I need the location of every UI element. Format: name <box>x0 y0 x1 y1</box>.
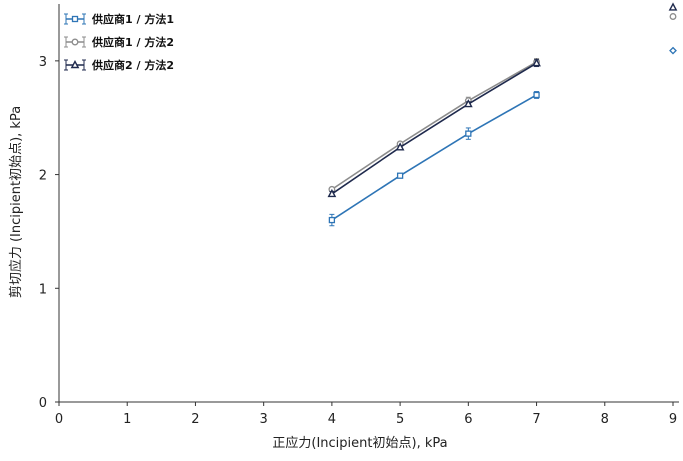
legend-item: 供应商1 / 方法1 <box>64 12 174 26</box>
legend-marker <box>71 38 79 46</box>
axes: 0 1 2 3 4 5 6 7 8 9 0 1 2 3 <box>39 4 679 427</box>
legend-item: 供应商1 / 方法2 <box>64 35 174 49</box>
data-point <box>396 172 404 179</box>
x-tick-label: 9 <box>669 412 677 427</box>
series-line <box>331 94 537 221</box>
x-tick-label: 7 <box>532 412 540 427</box>
series-2 <box>328 13 677 193</box>
legend-label: 供应商1 / 方法1 <box>91 12 174 26</box>
legend-label: 供应商2 / 方法2 <box>91 58 174 72</box>
legend-marker <box>71 15 79 23</box>
y-axis-title: 剪切应力 (Incipient初始点), kPa <box>8 106 24 298</box>
x-tick-label: 1 <box>123 412 131 427</box>
series-line <box>331 62 537 195</box>
legend: 供应商1 / 方法1 供应商1 / 方法2 供应商2 / 方法2 <box>64 12 174 72</box>
data-point <box>465 130 472 137</box>
series-1 <box>328 46 677 227</box>
series-3 <box>327 2 678 198</box>
x-tick-label: 6 <box>464 412 472 427</box>
x-axis-title: 正应力(Incipient初始点), kPa <box>272 435 447 451</box>
outlier-point <box>668 2 678 11</box>
x-tick-label: 3 <box>260 412 268 427</box>
y-tick-label: 1 <box>39 282 47 297</box>
y-tick-label: 2 <box>39 169 47 184</box>
data-point <box>328 216 336 224</box>
data-point <box>327 188 337 198</box>
series-line <box>331 61 537 191</box>
x-tick-label: 0 <box>55 412 63 427</box>
series-layer <box>327 2 678 227</box>
data-point <box>463 99 473 108</box>
legend-item: 供应商2 / 方法2 <box>64 58 174 72</box>
x-tick-label: 8 <box>601 412 609 427</box>
y-tick-label: 3 <box>39 55 47 70</box>
data-point <box>532 58 541 67</box>
data-point <box>395 142 405 151</box>
outlier-point <box>669 13 677 20</box>
outlier-point <box>669 46 677 55</box>
x-tick-label: 4 <box>328 412 336 427</box>
y-tick-label: 0 <box>39 396 47 411</box>
legend-marker <box>70 60 80 69</box>
legend-label: 供应商1 / 方法2 <box>91 35 174 49</box>
x-tick-label: 2 <box>191 412 199 427</box>
data-point <box>533 91 540 99</box>
x-tick-label: 5 <box>396 412 404 427</box>
